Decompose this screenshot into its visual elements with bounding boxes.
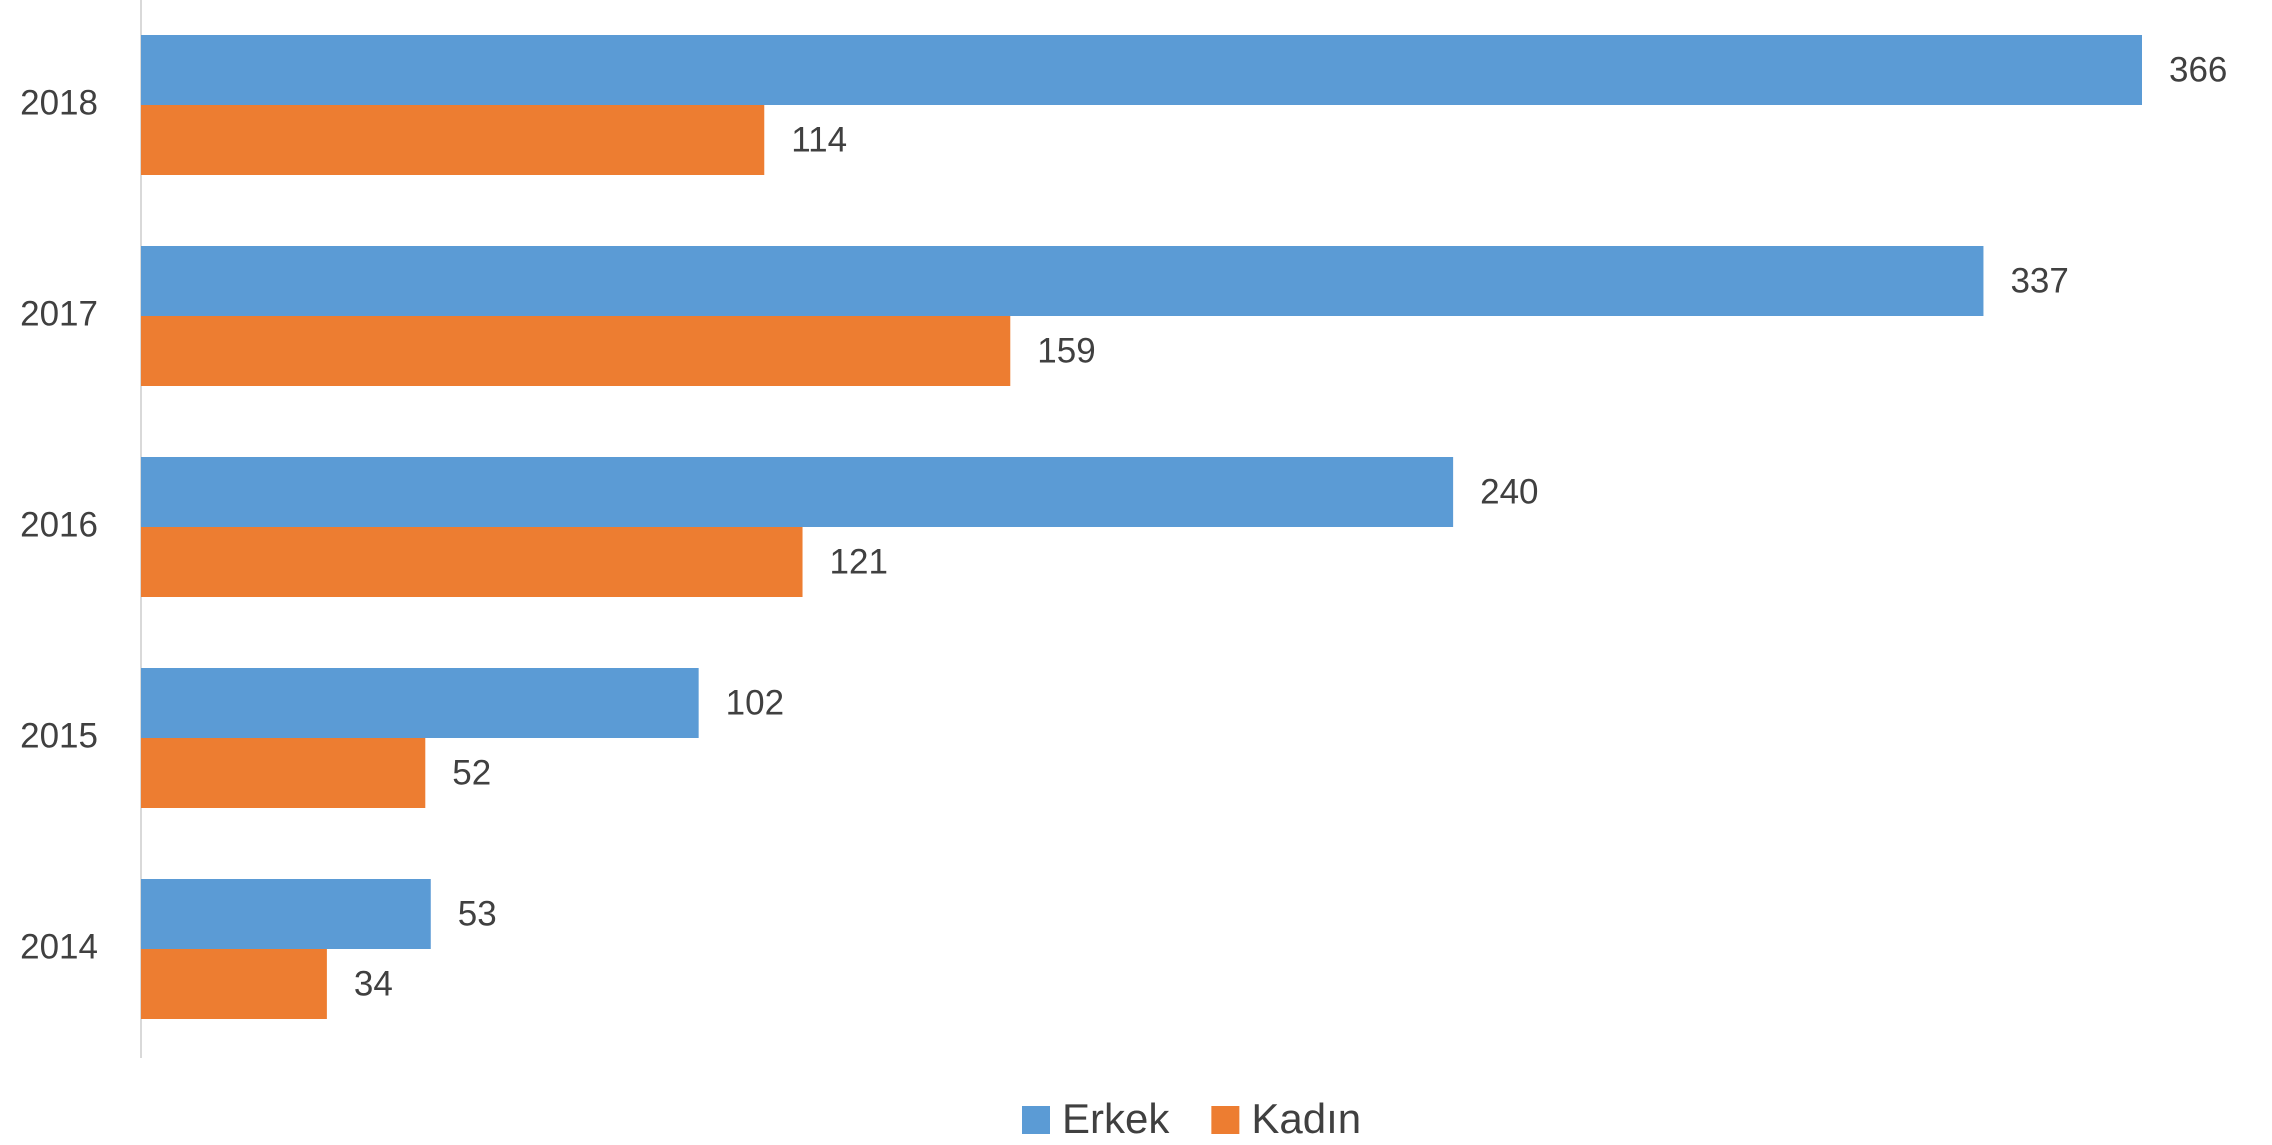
category-label-2017: 2017	[20, 294, 98, 333]
legend: Erkek Kadın	[1022, 1095, 1361, 1142]
category-label-2014: 2014	[20, 927, 98, 966]
bar-kad-n-2016	[141, 527, 803, 597]
bar-erkek-2015	[141, 668, 699, 738]
bar-kad-n-2018	[141, 105, 765, 175]
legend-label-erkek: Erkek	[1062, 1095, 1170, 1142]
bar-kad-n-2017	[141, 316, 1011, 386]
data-label-erkek-2015: 102	[726, 683, 784, 722]
legend-swatch-kad-n	[1211, 1106, 1240, 1134]
category-label-2016: 2016	[20, 505, 98, 544]
data-label-kad-n-2015: 52	[452, 753, 491, 792]
legend-label-kad-n: Kadın	[1251, 1095, 1361, 1142]
plot-area: 2018 366 114 2017 337 159 2016 240 121 2015 102 52 2…	[20, 0, 2227, 1058]
bar-erkek-2014	[141, 879, 431, 949]
category-label-2015: 2015	[20, 716, 98, 755]
bar-kad-n-2015	[141, 738, 426, 808]
bar-erkek-2017	[141, 246, 1984, 316]
data-label-kad-n-2014: 34	[354, 964, 393, 1003]
bar-erkek-2016	[141, 457, 1454, 527]
data-label-kad-n-2016: 121	[830, 542, 888, 581]
legend-swatch-erkek	[1022, 1106, 1050, 1134]
data-label-kad-n-2017: 159	[1037, 331, 1095, 370]
bar-erkek-2018	[141, 35, 2142, 105]
data-label-erkek-2017: 337	[2010, 261, 2068, 300]
data-label-kad-n-2018: 114	[791, 120, 847, 159]
category-label-2018: 2018	[20, 83, 98, 122]
data-label-erkek-2018: 366	[2169, 50, 2227, 89]
data-label-erkek-2014: 53	[458, 894, 497, 933]
bar-kad-n-2014	[141, 949, 327, 1019]
data-label-erkek-2016: 240	[1480, 472, 1538, 511]
